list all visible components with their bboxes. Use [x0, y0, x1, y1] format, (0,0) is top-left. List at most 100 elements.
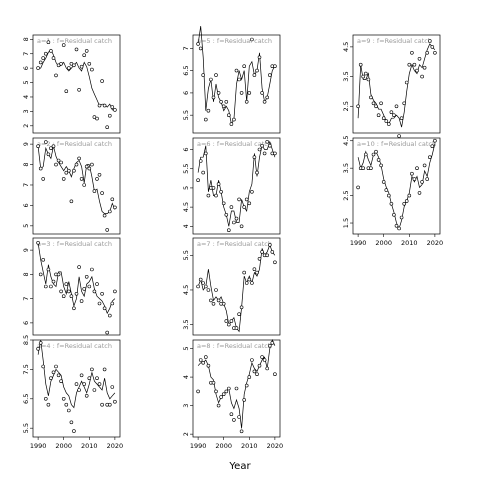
data-point [227, 322, 231, 327]
panel: a=6 : f=Residual catch 4 4.5 5 5.5 6 [182, 137, 281, 235]
data-point [252, 267, 257, 272]
data-point [379, 163, 383, 168]
data-point [410, 171, 414, 176]
data-point [407, 62, 412, 67]
data-point [43, 140, 48, 144]
data-point [399, 116, 404, 120]
data-point [262, 151, 267, 156]
data-point [384, 119, 389, 123]
data-point [244, 383, 249, 388]
data-point [237, 77, 241, 82]
y-tick-label: 4.5 [342, 42, 350, 52]
data-point [244, 197, 249, 202]
data-point [56, 158, 61, 163]
panel-title: a=4 : f=Residual catch [37, 342, 112, 350]
data-point [242, 64, 246, 68]
x-tick-label: 2000 [375, 239, 392, 247]
y-tick-label: 6 [182, 147, 190, 151]
data-point [105, 330, 109, 335]
data-point [237, 312, 241, 317]
data-point [265, 366, 270, 371]
data-point [49, 376, 53, 381]
panel-frame [352, 137, 441, 235]
data-point [196, 42, 200, 46]
data-point [247, 375, 252, 379]
data-point [224, 213, 229, 217]
data-point [371, 152, 376, 157]
data-point [366, 77, 371, 82]
fitted-line [197, 243, 276, 333]
data-point [227, 113, 231, 117]
data-point [105, 228, 109, 232]
data-point [77, 265, 81, 269]
x-tick-label: 1990 [190, 442, 207, 450]
data-point [234, 68, 239, 73]
data-point [232, 220, 236, 225]
data-point [371, 101, 376, 106]
x-tick-label: 1990 [30, 442, 47, 450]
data-point [358, 62, 363, 67]
data-point [56, 272, 61, 277]
data-point [102, 367, 107, 372]
data-point [38, 166, 43, 171]
x-tick-label: 2020 [427, 239, 444, 247]
data-point [74, 382, 79, 386]
data-point [270, 341, 275, 345]
data-point [412, 177, 417, 181]
data-point [394, 104, 399, 109]
data-point [82, 287, 86, 291]
data-point [54, 162, 58, 167]
data-point [69, 199, 74, 204]
data-point [430, 45, 435, 49]
data-point [260, 355, 264, 359]
panel-frame [32, 137, 121, 235]
data-point [97, 382, 102, 386]
data-point [54, 73, 58, 78]
data-point [381, 180, 386, 184]
data-point [221, 301, 226, 306]
data-point [247, 277, 252, 282]
data-point [260, 91, 264, 95]
data-point [84, 164, 89, 169]
panel-title: a=10 : f=Residual catch [357, 140, 436, 148]
data-point [234, 326, 239, 330]
y-tick-label: 6.5 [22, 394, 30, 404]
data-point [394, 224, 399, 228]
data-point [250, 190, 254, 194]
data-point [198, 277, 203, 282]
data-point [369, 95, 373, 100]
panel: a=9 : f=Residual catch 2.5 3.5 4.5 [342, 34, 441, 138]
data-point [273, 151, 277, 156]
data-point [36, 144, 40, 148]
data-point [415, 68, 419, 73]
data-point [196, 389, 200, 394]
data-point [267, 343, 272, 348]
data-point [384, 188, 389, 192]
data-point [216, 91, 221, 95]
data-point [49, 284, 53, 289]
data-point [402, 101, 407, 106]
x-tick-label: 2010 [81, 442, 98, 450]
panel-frame [192, 339, 281, 438]
panel-frame [352, 34, 441, 134]
y-tick-label: 8 [22, 37, 30, 41]
data-point [214, 193, 218, 198]
data-point [204, 355, 208, 359]
data-point [420, 74, 424, 79]
y-tick-label: 7 [22, 297, 30, 301]
data-point [386, 122, 391, 126]
data-point [397, 226, 401, 231]
data-point [51, 56, 56, 60]
data-point [61, 177, 66, 181]
data-point [49, 146, 53, 150]
data-point [262, 100, 267, 104]
data-point [198, 159, 203, 163]
data-point [219, 395, 223, 399]
y-tick-label: 3 [182, 404, 190, 408]
y-tick-label: 6 [182, 91, 190, 95]
data-point [41, 56, 46, 60]
data-point [36, 346, 40, 351]
data-point [229, 412, 234, 417]
y-tick-label: 9 [22, 248, 30, 252]
data-point [64, 170, 69, 175]
